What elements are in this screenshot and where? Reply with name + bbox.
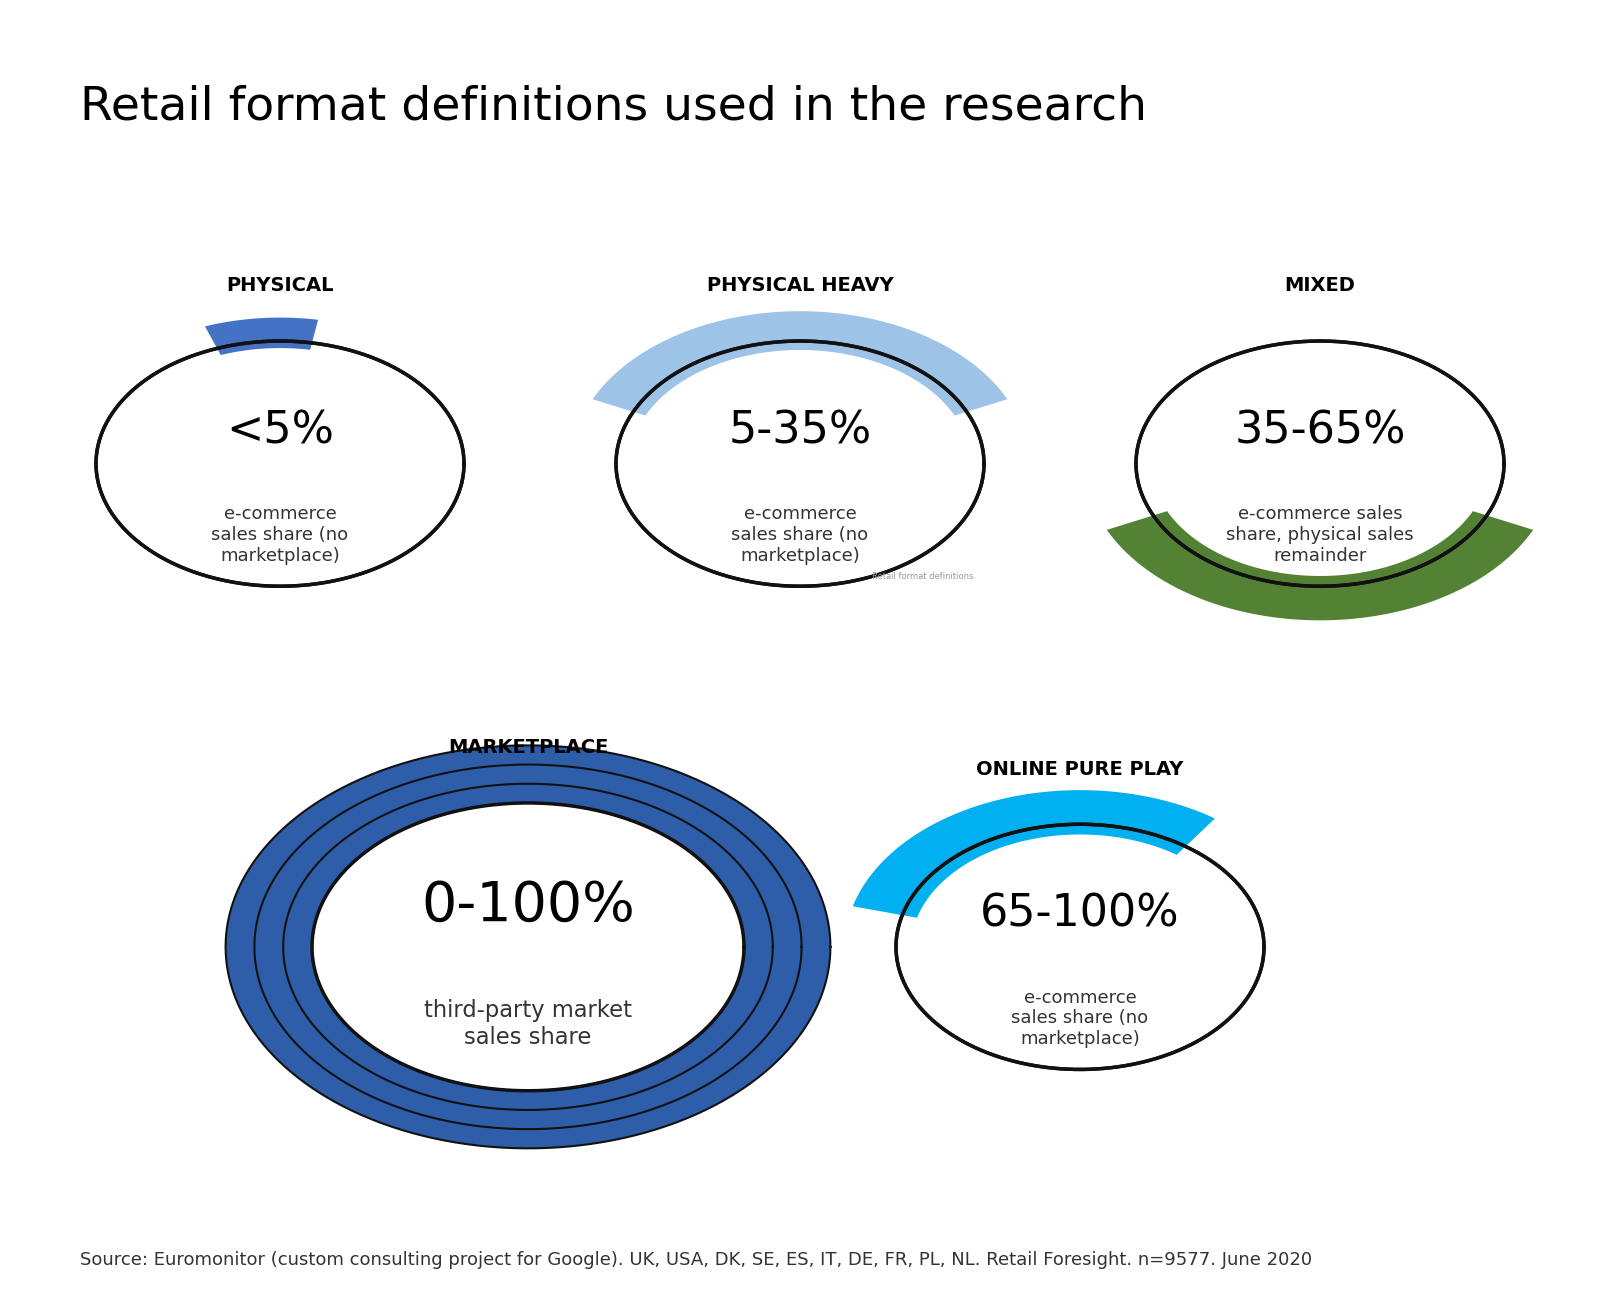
Text: Retail format definitions used in the research: Retail format definitions used in the re… [80,85,1147,129]
Polygon shape [853,790,1214,918]
Text: third-party market
sales share: third-party market sales share [424,999,632,1049]
Text: PHYSICAL: PHYSICAL [226,277,334,295]
Polygon shape [226,746,830,1148]
Text: Source: Euromonitor (custom consulting project for Google). UK, USA, DK, SE, ES,: Source: Euromonitor (custom consulting p… [80,1251,1312,1269]
Polygon shape [1107,511,1533,620]
Text: 65-100%: 65-100% [981,893,1179,935]
Polygon shape [592,311,1008,415]
Text: 35-65%: 35-65% [1234,410,1406,452]
Text: 0-100%: 0-100% [421,879,635,932]
Text: 5-35%: 5-35% [728,410,872,452]
Text: MARKETPLACE: MARKETPLACE [448,738,608,757]
Text: e-commerce
sales share (no
marketplace): e-commerce sales share (no marketplace) [731,505,869,565]
Text: e-commerce
sales share (no
marketplace): e-commerce sales share (no marketplace) [1011,989,1149,1049]
Text: Retail format definitions: Retail format definitions [872,572,973,581]
Polygon shape [205,317,318,355]
Text: PHYSICAL HEAVY: PHYSICAL HEAVY [707,277,893,295]
Text: e-commerce sales
share, physical sales
remainder: e-commerce sales share, physical sales r… [1226,505,1414,565]
Polygon shape [254,764,802,1130]
Text: MIXED: MIXED [1285,277,1355,295]
Text: <5%: <5% [226,410,334,452]
Text: e-commerce
sales share (no
marketplace): e-commerce sales share (no marketplace) [211,505,349,565]
Text: ONLINE PURE PLAY: ONLINE PURE PLAY [976,760,1184,778]
Polygon shape [283,784,773,1110]
